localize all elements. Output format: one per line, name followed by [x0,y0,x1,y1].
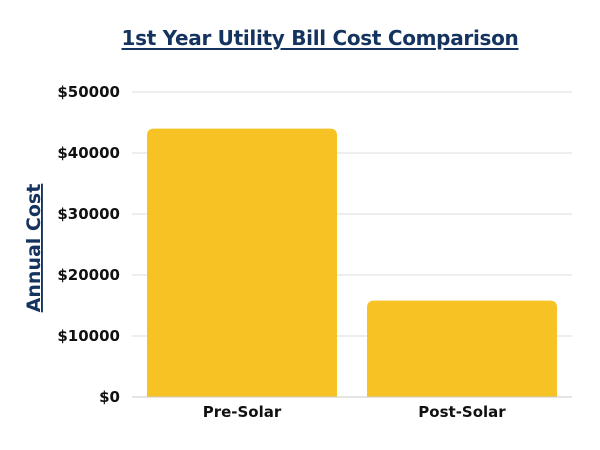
y-tick-label: $40000 [57,144,120,162]
bar-pre-solar [147,128,337,397]
x-axis-labels: Pre-Solar Post-Solar [203,403,507,421]
y-tick-label: $20000 [57,266,120,284]
y-tick-label: $50000 [57,83,120,101]
bar-post-solar [367,300,557,397]
chart-title: 1st Year Utility Bill Cost Comparison [121,26,519,50]
y-tick-label: $30000 [57,205,120,223]
y-tick-label: $10000 [57,327,120,345]
x-tick-label: Post-Solar [418,403,506,421]
y-axis-label: Annual Cost [23,184,45,313]
y-tick-label: $0 [99,388,120,406]
bars [147,128,557,397]
y-axis-ticks: $0 $10000 $20000 $30000 $40000 $50000 [57,83,120,406]
x-tick-label: Pre-Solar [203,403,282,421]
